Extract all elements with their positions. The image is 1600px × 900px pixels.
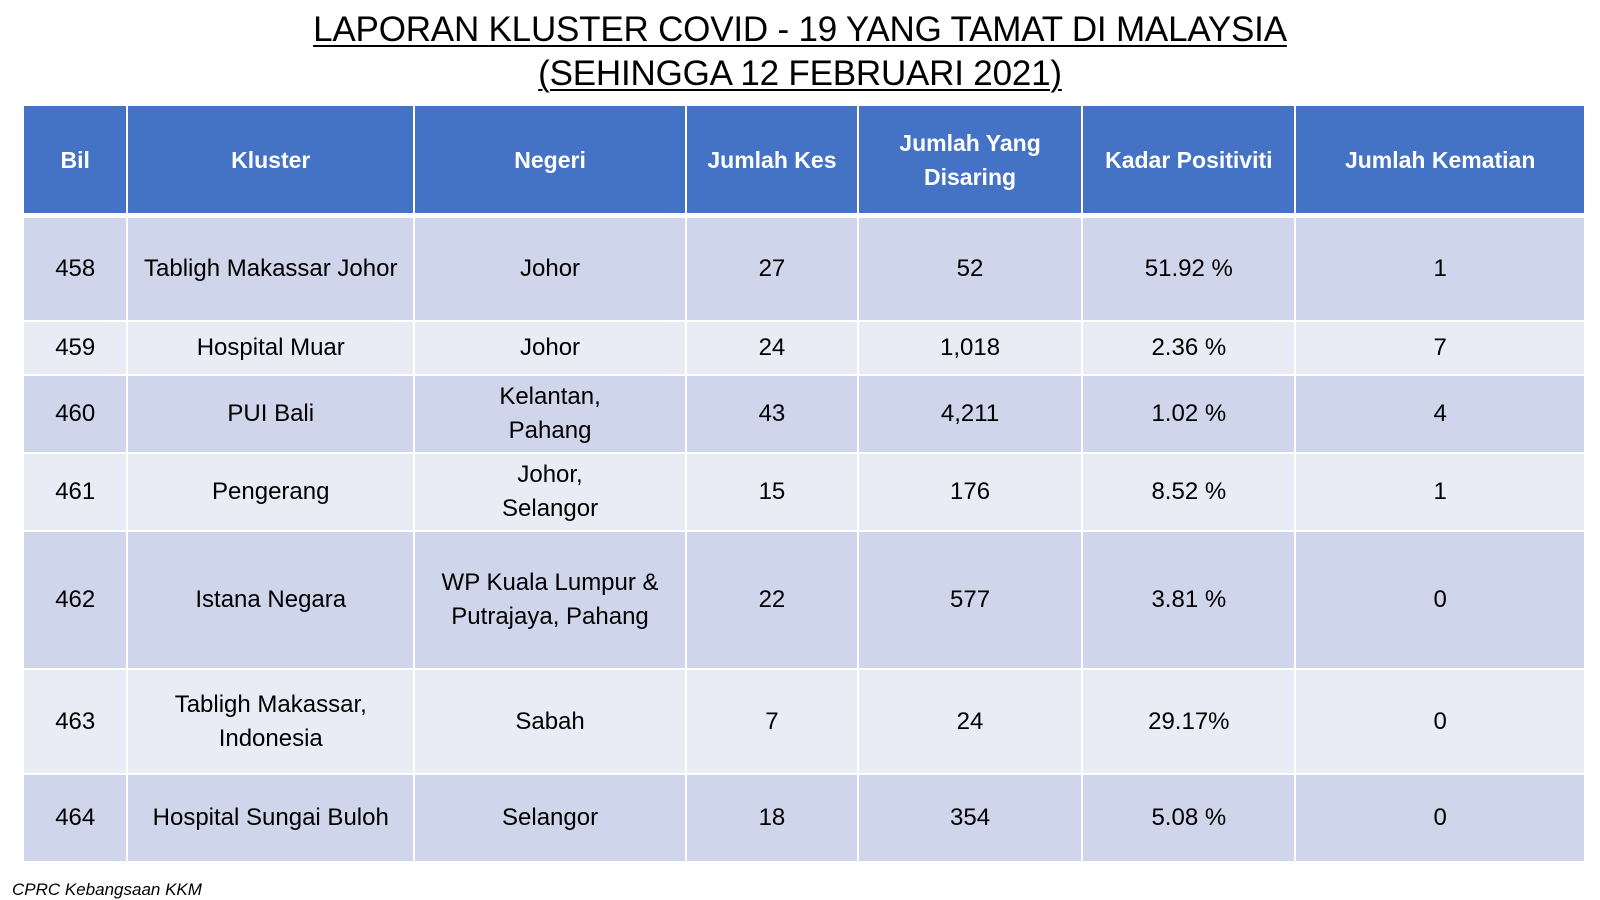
- cell-kes: 15: [687, 454, 859, 532]
- cell-kematian: 4: [1296, 376, 1584, 454]
- cell-disaring: 354: [858, 775, 1084, 863]
- cell-bil: 460: [24, 376, 129, 454]
- cell-kes: 43: [687, 376, 859, 454]
- cell-kes: 27: [687, 218, 859, 322]
- cell-positiviti: 8.52 %: [1083, 454, 1297, 532]
- cell-positiviti: 2.36 %: [1083, 322, 1297, 376]
- cell-kematian: 0: [1296, 775, 1584, 863]
- table-row: 463 Tabligh Makassar, Indonesia Sabah 7 …: [24, 670, 1584, 775]
- cell-kematian: 0: [1296, 532, 1584, 670]
- cell-kematian: 7: [1296, 322, 1584, 376]
- cell-bil: 463: [24, 670, 129, 775]
- cell-bil: 461: [24, 454, 129, 532]
- cell-bil: 464: [24, 775, 129, 863]
- cell-kes: 22: [687, 532, 859, 670]
- cell-positiviti: 29.17%: [1083, 670, 1297, 775]
- cell-bil: 462: [24, 532, 129, 670]
- table-row: 464 Hospital Sungai Buloh Selangor 18 35…: [24, 775, 1584, 863]
- page-title: LAPORAN KLUSTER COVID - 19 YANG TAMAT DI…: [0, 8, 1600, 96]
- table-row: 462 Istana Negara WP Kuala Lumpur & Putr…: [24, 532, 1584, 670]
- cell-kes: 24: [687, 322, 859, 376]
- cell-kluster: Hospital Sungai Buloh: [128, 775, 416, 863]
- cell-bil: 458: [24, 218, 129, 322]
- cluster-table: Bil Kluster Negeri Jumlah Kes Jumlah Yan…: [24, 106, 1584, 863]
- header-negeri: Negeri: [415, 106, 688, 218]
- cell-disaring: 52: [858, 218, 1084, 322]
- cell-negeri: Kelantan, Pahang: [415, 376, 688, 454]
- header-jumlah-kematian: Jumlah Kematian: [1296, 106, 1584, 218]
- cell-negeri: WP Kuala Lumpur & Putrajaya, Pahang: [415, 532, 688, 670]
- cluster-table-container: Bil Kluster Negeri Jumlah Kes Jumlah Yan…: [24, 106, 1584, 863]
- table-header-row: Bil Kluster Negeri Jumlah Kes Jumlah Yan…: [24, 106, 1584, 218]
- table-row: 458 Tabligh Makassar Johor Johor 27 52 5…: [24, 218, 1584, 322]
- header-kadar-positiviti: Kadar Positiviti: [1083, 106, 1297, 218]
- header-jumlah-kes: Jumlah Kes: [687, 106, 859, 218]
- cell-disaring: 4,211: [858, 376, 1084, 454]
- title-line-2: (SEHINGGA 12 FEBRUARI 2021): [538, 54, 1062, 93]
- cell-disaring: 577: [858, 532, 1084, 670]
- cell-positiviti: 5.08 %: [1083, 775, 1297, 863]
- header-kluster: Kluster: [128, 106, 416, 218]
- cell-negeri: Johor: [415, 322, 688, 376]
- cell-negeri: Johor: [415, 218, 688, 322]
- header-jumlah-disaring: Jumlah Yang Disaring: [858, 106, 1084, 218]
- title-line-1: LAPORAN KLUSTER COVID - 19 YANG TAMAT DI…: [313, 10, 1287, 49]
- cell-kes: 18: [687, 775, 859, 863]
- cell-kluster: Tabligh Makassar, Indonesia: [128, 670, 416, 775]
- cell-negeri: Sabah: [415, 670, 688, 775]
- cell-disaring: 24: [858, 670, 1084, 775]
- table-row: 460 PUI Bali Kelantan, Pahang 43 4,211 1…: [24, 376, 1584, 454]
- cell-disaring: 1,018: [858, 322, 1084, 376]
- cell-kluster: PUI Bali: [128, 376, 416, 454]
- header-jumlah-disaring-label: Jumlah Yang Disaring: [899, 129, 1041, 190]
- cell-kematian: 1: [1296, 454, 1584, 532]
- cell-kes: 7: [687, 670, 859, 775]
- header-bil: Bil: [24, 106, 129, 218]
- cell-bil: 459: [24, 322, 129, 376]
- cell-kluster: Pengerang: [128, 454, 416, 532]
- cell-kluster: Hospital Muar: [128, 322, 416, 376]
- table-row: 459 Hospital Muar Johor 24 1,018 2.36 % …: [24, 322, 1584, 376]
- cell-negeri: Selangor: [415, 775, 688, 863]
- cell-positiviti: 51.92 %: [1083, 218, 1297, 322]
- table-row: 461 Pengerang Johor, Selangor 15 176 8.5…: [24, 454, 1584, 532]
- cell-kematian: 1: [1296, 218, 1584, 322]
- source-footnote: CPRC Kebangsaan KKM: [12, 880, 202, 899]
- cell-positiviti: 3.81 %: [1083, 532, 1297, 670]
- cell-kematian: 0: [1296, 670, 1584, 775]
- cell-negeri: Johor, Selangor: [415, 454, 688, 532]
- cell-kluster: Tabligh Makassar Johor: [128, 218, 416, 322]
- cell-kluster: Istana Negara: [128, 532, 416, 670]
- cell-disaring: 176: [858, 454, 1084, 532]
- cell-positiviti: 1.02 %: [1083, 376, 1297, 454]
